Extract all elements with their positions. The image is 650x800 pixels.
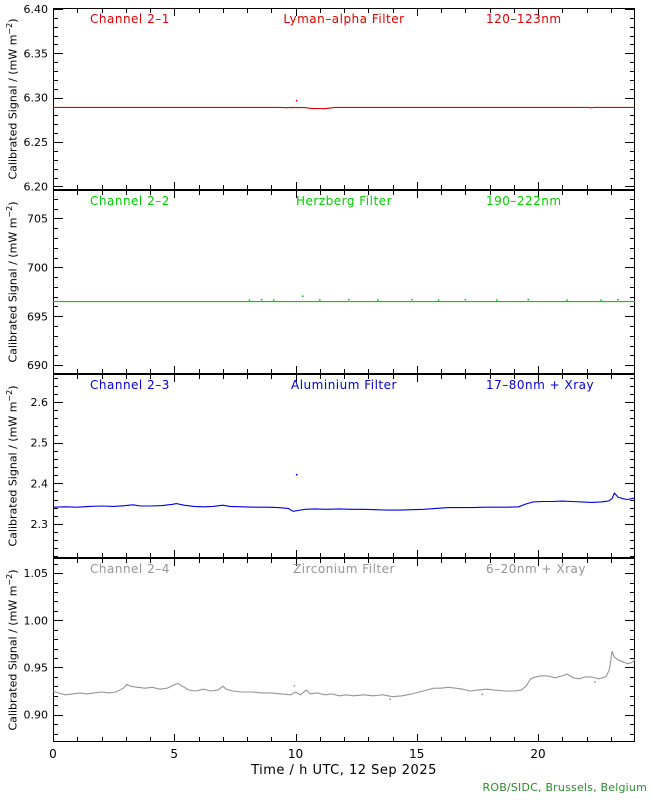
y-axis-label-close: ): [6, 569, 20, 574]
panel-2-plot: 690 695 700 705: [27, 190, 635, 374]
panel-1-plot: 6.20 6.25 6.30 6.35 6.40: [24, 3, 635, 193]
panel-1-y-axis-label: Calibrated Signal / (mW m−2): [3, 8, 21, 190]
svg-text:15: 15: [409, 747, 424, 761]
svg-text:6.30: 6.30: [24, 92, 49, 105]
svg-text:690: 690: [27, 359, 48, 372]
panel-4-plot: 0.90 0.95 1.00 1.05: [24, 558, 636, 742]
panel-2-channel-label: Channel 2–2: [90, 194, 170, 208]
x-axis-tick-labels: 0 5 10 15 20: [49, 747, 545, 761]
panel-4-channel-label: Channel 2–4: [90, 562, 170, 576]
y-axis-label-text: Calibrated Signal / (mW m: [6, 34, 20, 180]
y-axis-label-superscript: −2: [5, 22, 14, 35]
y-axis-label-text: Calibrated Signal / (mW m: [6, 401, 20, 547]
svg-text:0.95: 0.95: [24, 661, 49, 674]
svg-text:5: 5: [170, 747, 178, 761]
panel-3-range-label: 17–80nm + Xray: [486, 378, 595, 392]
panel-3-channel-label: Channel 2–3: [90, 378, 170, 392]
panel-channel-2-1: 6.20 6.25 6.30 6.35 6.40 Channel 2–1 Lyman–a…: [0, 3, 650, 193]
panel-4-y-axis-label: Calibrated Signal / (mW m−2): [3, 558, 21, 742]
svg-text:6.35: 6.35: [24, 47, 49, 60]
panel-channel-2-2: 690 695 700 705 Channel 2–2 Herzberg Filter…: [0, 190, 650, 374]
panel-4-filter-label: Zirconium Filter: [293, 562, 395, 576]
svg-text:0.90: 0.90: [24, 709, 49, 722]
svg-text:6.25: 6.25: [24, 136, 49, 149]
panel-4-range-label: 6–20nm + Xray: [486, 562, 586, 576]
y-axis-label-close: ): [6, 201, 20, 206]
svg-text:705: 705: [27, 212, 48, 225]
y-axis-label-superscript: −2: [5, 205, 14, 218]
panel-3-filter-label: Aluminium Filter: [291, 378, 397, 392]
y-axis-label-close: ): [6, 385, 20, 390]
panel-3-y-axis-label: Calibrated Signal / (mW m−2): [3, 374, 21, 558]
svg-text:1.00: 1.00: [24, 614, 49, 627]
svg-text:6.40: 6.40: [24, 3, 49, 16]
svg-text:2.3: 2.3: [31, 518, 49, 531]
credit-text: ROB/SIDC, Brussels, Belgium: [482, 781, 647, 794]
svg-text:700: 700: [27, 261, 48, 274]
panel-2-filter-label: Herzberg Filter: [295, 194, 392, 208]
panel-2-y-axis-label: Calibrated Signal / (mW m−2): [3, 190, 21, 374]
y-axis-label-text: Calibrated Signal / (mW m: [6, 585, 20, 731]
svg-text:10: 10: [288, 747, 303, 761]
svg-text:2.6: 2.6: [31, 396, 49, 409]
y-axis-label-superscript: −2: [5, 389, 14, 402]
y-axis-label-text: Calibrated Signal / (mW m: [6, 217, 20, 363]
svg-text:695: 695: [27, 310, 48, 323]
panel-2-range-label: 190–222nm: [486, 194, 562, 208]
panel-channel-2-3: 2.3 2.4 2.5 2.6 Channel 2–3 Aluminium Filte…: [0, 374, 650, 558]
panel-channel-2-4: 0.90 0.95 1.00 1.05 Channel 2–4 Zirconium F…: [0, 558, 650, 742]
svg-text:0: 0: [49, 747, 57, 761]
svg-text:2.5: 2.5: [31, 437, 49, 450]
svg-text:2.4: 2.4: [31, 477, 49, 490]
panel-1-filter-label: Lyman–alpha Filter: [283, 12, 405, 26]
panel-1-range-label: 120–123nm: [486, 12, 562, 26]
svg-text:1.05: 1.05: [24, 567, 49, 580]
svg-text:20: 20: [530, 747, 545, 761]
y-axis-label-close: ): [6, 18, 20, 23]
panel-3-plot: 2.3 2.4 2.5 2.6: [31, 374, 636, 558]
panel-1-channel-label: Channel 2–1: [90, 12, 170, 26]
y-axis-label-superscript: −2: [5, 573, 14, 586]
svg-text:6.20: 6.20: [24, 180, 49, 193]
x-axis-title: Time / h UTC, 12 Sep 2025: [251, 763, 437, 778]
